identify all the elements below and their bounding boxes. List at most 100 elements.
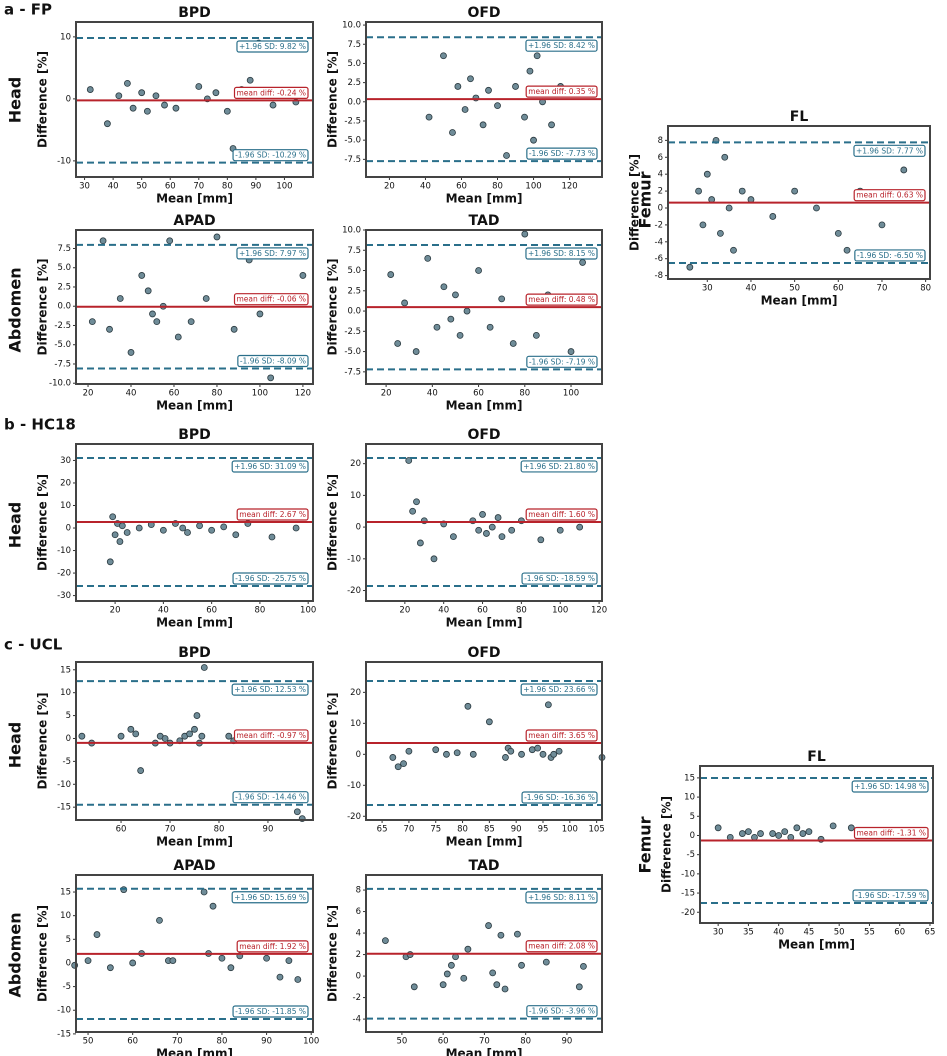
y-tick-label: -15	[57, 803, 71, 813]
x-tick-label: 105	[589, 825, 605, 835]
y-tick-label: 4	[658, 170, 663, 180]
annotation: -1.96 SD: -6.50 %	[857, 251, 923, 260]
annotation-box	[233, 86, 309, 99]
data-point	[394, 340, 402, 347]
annotation-box	[231, 683, 309, 696]
data-point	[708, 196, 716, 203]
data-point	[450, 533, 457, 541]
y-tick-label: -20	[57, 569, 71, 579]
x-axis-label: Mean [mm]	[156, 192, 233, 206]
data-point	[533, 52, 541, 60]
annotation: -1.96 SD: -8.09 %	[240, 357, 306, 366]
x-tick-label: 40	[158, 606, 169, 616]
data-point	[550, 750, 558, 758]
plot-frame	[667, 125, 931, 280]
y-tick-label: 0	[356, 972, 361, 982]
annotation: +1.96 SD: 14.98 %	[854, 782, 926, 791]
data-point	[530, 136, 537, 144]
row-label: Head	[6, 502, 25, 549]
data-point	[285, 957, 293, 964]
data-point	[747, 196, 755, 203]
data-point	[263, 954, 270, 962]
x-tick-label: 50	[834, 928, 845, 938]
x-tick-label: 65	[377, 825, 388, 835]
y-tick-label: -5.0	[54, 340, 71, 350]
data-point	[443, 970, 451, 978]
data-point	[409, 507, 417, 515]
y-axis-label: Difference [%]	[36, 51, 50, 148]
annotation: mean diff: 2.08 %	[528, 942, 595, 951]
section-title: b - HC18	[4, 416, 76, 434]
annotation: mean diff: 0.63 %	[856, 191, 923, 200]
y-tick-label: 5	[66, 711, 71, 721]
data-point	[246, 76, 254, 84]
data-point	[475, 526, 483, 534]
data-point	[149, 310, 156, 318]
data-point	[730, 246, 737, 254]
data-point	[227, 964, 235, 972]
x-tick-label: 60	[473, 389, 484, 399]
data-point	[463, 307, 471, 315]
data-point	[230, 325, 238, 333]
annotation-box	[231, 891, 309, 904]
data-point	[494, 102, 501, 110]
x-tick-label: 120	[591, 606, 607, 616]
data-point	[401, 299, 409, 307]
y-tick-label: 0	[66, 734, 71, 744]
y-tick-label: 8	[658, 136, 663, 146]
data-point	[111, 531, 119, 539]
y-tick-label: 5.0	[57, 263, 71, 273]
y-tick-label: 0.0	[347, 97, 361, 107]
data-point	[153, 318, 161, 326]
x-tick-label: 80	[520, 1037, 531, 1047]
annotation: -1.96 SD: -14.46 %	[235, 793, 306, 802]
y-tick-label: -2.5	[54, 321, 71, 331]
y-tick-label: 0	[66, 524, 71, 534]
y-tick-label: 6	[356, 907, 361, 917]
data-point	[544, 701, 552, 709]
annotation-box	[525, 39, 598, 52]
plot-frame	[75, 21, 314, 178]
data-point	[198, 732, 206, 740]
data-point	[93, 931, 101, 938]
y-tick-label: -30	[57, 591, 71, 601]
y-tick-label: 10	[60, 688, 71, 698]
y-tick-label: 0	[66, 94, 71, 104]
y-tick-label: 15	[60, 888, 71, 898]
x-tick-label: 80	[519, 389, 530, 399]
y-tick-label: -2.5	[344, 327, 361, 337]
x-tick-label: 60	[165, 182, 176, 192]
data-point	[579, 259, 586, 266]
x-axis-label: Mean [mm]	[778, 938, 855, 952]
chart-title: BPD	[178, 645, 211, 661]
annotation-box	[520, 683, 598, 696]
data-point	[526, 67, 534, 75]
data-point	[834, 229, 842, 237]
x-tick-label: 30	[713, 928, 724, 938]
annotation: mean diff: 2.67 %	[239, 510, 306, 519]
data-point	[721, 153, 729, 161]
y-tick-label: 20	[60, 478, 71, 488]
chart-title: APAD	[173, 858, 215, 874]
data-point	[172, 104, 180, 112]
y-tick-label: -5	[63, 757, 71, 767]
data-point	[159, 526, 167, 534]
data-point	[507, 747, 515, 755]
x-tick-label: 120	[561, 182, 577, 192]
data-point	[479, 121, 487, 129]
data-point	[461, 106, 469, 113]
x-tick-label: 60	[438, 1037, 449, 1047]
data-point	[187, 318, 195, 326]
y-axis-label: Difference [%]	[628, 154, 642, 251]
data-point	[430, 555, 438, 563]
data-point	[521, 230, 529, 238]
annotation-box	[233, 729, 309, 742]
x-tick-label: 70	[877, 284, 888, 294]
chart-title: OFD	[467, 645, 500, 661]
data-point	[152, 92, 160, 100]
data-point	[193, 712, 201, 719]
x-tick-label: 80	[457, 825, 468, 835]
annotation-box	[236, 508, 309, 521]
data-point	[232, 531, 240, 539]
